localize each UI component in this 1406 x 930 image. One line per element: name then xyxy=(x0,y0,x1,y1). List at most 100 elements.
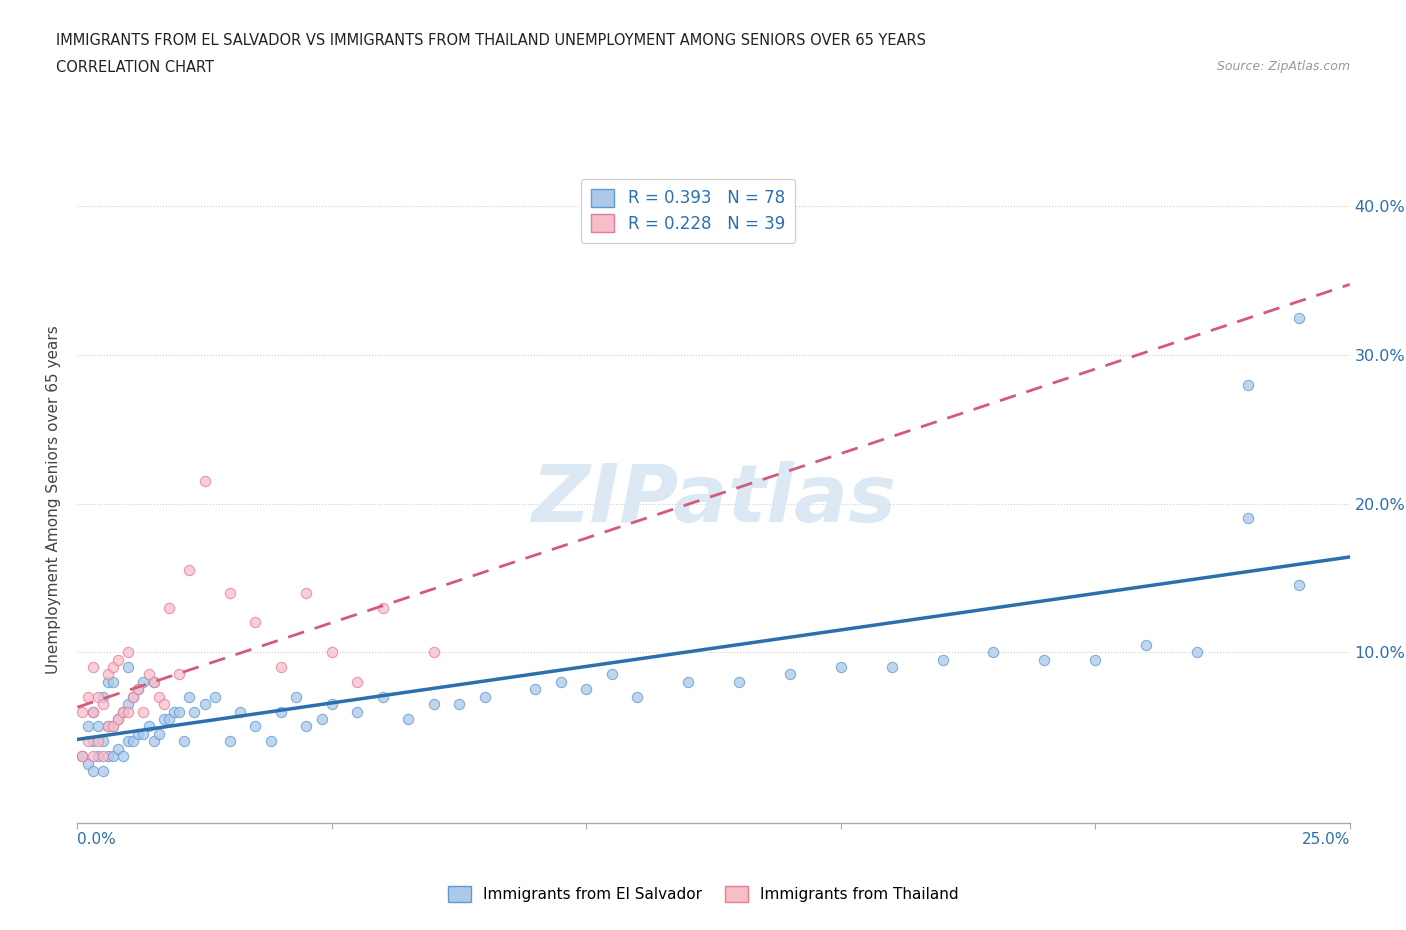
Point xyxy=(1288,311,1310,325)
Point xyxy=(112,749,135,764)
Point xyxy=(157,600,180,615)
Point xyxy=(422,697,444,711)
Point xyxy=(101,719,124,734)
Point xyxy=(321,697,343,711)
Point xyxy=(76,734,98,749)
Point xyxy=(1237,378,1260,392)
Point xyxy=(153,697,176,711)
Point xyxy=(127,726,149,741)
Point xyxy=(626,689,648,704)
Point xyxy=(153,711,176,726)
Point xyxy=(1237,511,1260,525)
Point xyxy=(983,644,1005,659)
Point xyxy=(245,719,267,734)
Point xyxy=(295,585,318,600)
Point xyxy=(346,704,368,719)
Point xyxy=(101,719,124,734)
Point xyxy=(107,652,129,667)
Point xyxy=(371,689,394,704)
Point xyxy=(219,734,242,749)
Point xyxy=(295,719,318,734)
Point xyxy=(82,764,104,778)
Point xyxy=(97,719,120,734)
Point xyxy=(270,704,292,719)
Point xyxy=(245,615,267,630)
Point xyxy=(117,697,139,711)
Point xyxy=(167,704,190,719)
Point xyxy=(82,704,104,719)
Point xyxy=(76,756,98,771)
Point xyxy=(183,704,205,719)
Point xyxy=(97,719,120,734)
Point xyxy=(173,734,195,749)
Point xyxy=(132,726,155,741)
Point xyxy=(270,659,292,674)
Point xyxy=(142,734,165,749)
Point xyxy=(148,689,170,704)
Point xyxy=(91,697,114,711)
Point xyxy=(142,674,165,689)
Point xyxy=(76,689,98,704)
Point xyxy=(1288,578,1310,592)
Text: 0.0%: 0.0% xyxy=(77,832,117,847)
Text: CORRELATION CHART: CORRELATION CHART xyxy=(56,60,214,75)
Point xyxy=(346,674,368,689)
Point xyxy=(132,674,155,689)
Point xyxy=(311,711,333,726)
Point xyxy=(142,674,165,689)
Point xyxy=(117,659,139,674)
Point xyxy=(179,689,201,704)
Text: Source: ZipAtlas.com: Source: ZipAtlas.com xyxy=(1216,60,1350,73)
Point xyxy=(167,667,190,682)
Point xyxy=(117,644,139,659)
Legend: Immigrants from El Salvador, Immigrants from Thailand: Immigrants from El Salvador, Immigrants … xyxy=(441,880,965,909)
Point xyxy=(101,674,124,689)
Point xyxy=(194,697,217,711)
Point xyxy=(112,704,135,719)
Point xyxy=(880,659,903,674)
Point xyxy=(91,764,114,778)
Point xyxy=(86,689,108,704)
Point xyxy=(97,674,120,689)
Point xyxy=(127,682,149,697)
Point xyxy=(285,689,308,704)
Point xyxy=(122,734,145,749)
Point xyxy=(600,667,623,682)
Point xyxy=(830,659,852,674)
Point xyxy=(127,682,149,697)
Point xyxy=(550,674,572,689)
Point xyxy=(91,749,114,764)
Point xyxy=(1033,652,1056,667)
Point xyxy=(138,719,160,734)
Point xyxy=(163,704,186,719)
Point xyxy=(82,734,104,749)
Point xyxy=(86,734,108,749)
Point xyxy=(107,711,129,726)
Point xyxy=(931,652,953,667)
Point xyxy=(449,697,471,711)
Point xyxy=(779,667,801,682)
Point xyxy=(82,749,104,764)
Point xyxy=(122,689,145,704)
Point xyxy=(260,734,283,749)
Point xyxy=(86,719,108,734)
Point xyxy=(474,689,496,704)
Point xyxy=(179,563,201,578)
Text: 25.0%: 25.0% xyxy=(1302,832,1350,847)
Point xyxy=(117,734,139,749)
Point xyxy=(422,644,444,659)
Point xyxy=(219,585,242,600)
Point xyxy=(101,659,124,674)
Point xyxy=(728,674,751,689)
Point xyxy=(91,689,114,704)
Point xyxy=(82,704,104,719)
Point xyxy=(72,749,94,764)
Point xyxy=(575,682,598,697)
Text: ZIPatlas: ZIPatlas xyxy=(531,461,896,538)
Point xyxy=(117,704,139,719)
Y-axis label: Unemployment Among Seniors over 65 years: Unemployment Among Seniors over 65 years xyxy=(46,326,62,674)
Point xyxy=(138,667,160,682)
Point xyxy=(157,711,180,726)
Point xyxy=(86,749,108,764)
Point xyxy=(1084,652,1107,667)
